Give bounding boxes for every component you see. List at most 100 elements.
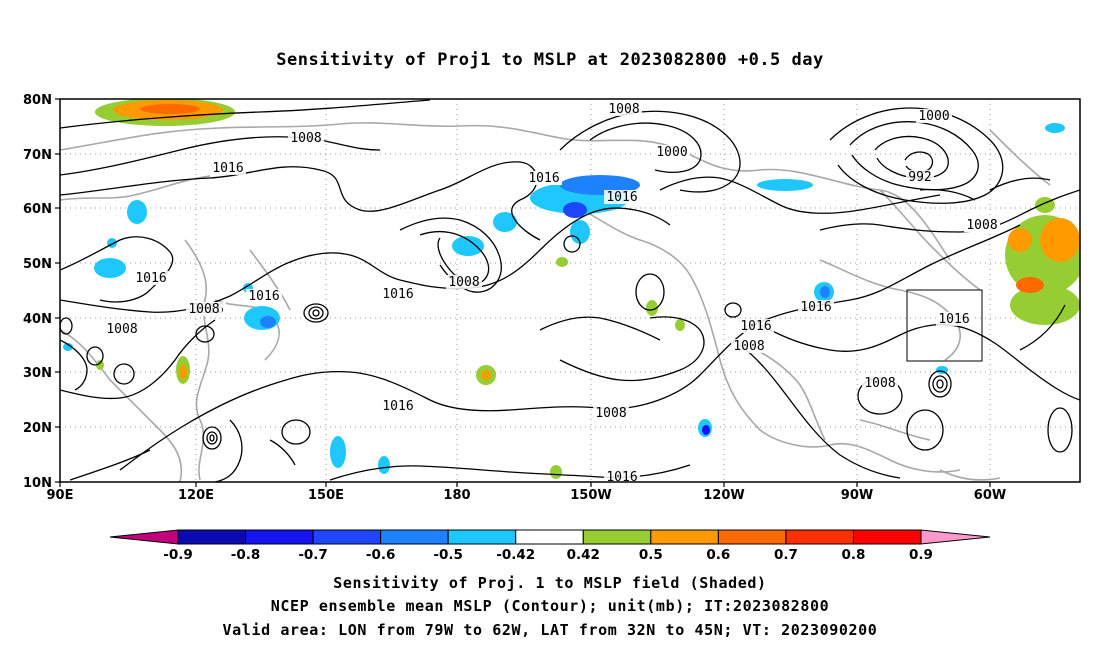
contour-label: 1016 bbox=[606, 190, 637, 205]
longitude-axis: 90E 120E 150E 180 150W 120W 90W 60W bbox=[47, 488, 1007, 503]
contour-label: 1000 bbox=[918, 109, 949, 124]
contour-label: 1016 bbox=[800, 300, 831, 315]
latitude-axis: 80N 70N 60N 50N 40N 30N 20N 10N bbox=[23, 93, 52, 491]
contour-label-bg bbox=[654, 145, 690, 159]
lat-tick-label: 30N bbox=[23, 366, 52, 381]
contour-label: 1016 bbox=[382, 287, 413, 302]
colorbar-box bbox=[717, 529, 787, 545]
lon-tick-label: 120E bbox=[178, 488, 214, 503]
colorbar-box bbox=[515, 529, 584, 545]
colorbar-label: -0.6 bbox=[366, 547, 396, 563]
colorbar-label: 0.8 bbox=[841, 547, 865, 563]
colorbar-label: -0.42 bbox=[496, 547, 535, 563]
contour-label-bg bbox=[604, 470, 640, 482]
contour-label: 1016 bbox=[528, 171, 559, 186]
colorbar-label: 0.9 bbox=[909, 547, 933, 563]
contour-label-bg bbox=[446, 275, 482, 289]
contour-label: 1008 bbox=[864, 376, 895, 391]
map-frame bbox=[59, 98, 1081, 483]
colorbar-box bbox=[177, 529, 247, 545]
lon-tick-label: 90W bbox=[841, 488, 873, 503]
coastlines bbox=[60, 122, 1051, 482]
contour-labels: 1008 1016 1016 1008 1016 1016 1016 1008 1008 1016… bbox=[104, 102, 1000, 485]
contour-label-bg bbox=[246, 289, 282, 303]
contour-label: 1016 bbox=[938, 312, 969, 327]
colorbar-label: -0.7 bbox=[298, 547, 328, 563]
contour-label: 1008 bbox=[595, 406, 626, 421]
contour-label: 1016 bbox=[382, 399, 413, 414]
contour-label-bg bbox=[210, 161, 246, 175]
contour-label-bg bbox=[738, 319, 774, 333]
contour-label: 1016 bbox=[212, 161, 243, 176]
contour-label: 1008 bbox=[448, 275, 479, 290]
colorbar-label: 0.6 bbox=[706, 547, 730, 563]
colorbar-max-arrow bbox=[920, 529, 991, 545]
contour-label-bg bbox=[288, 131, 324, 145]
contour-label-bg bbox=[606, 102, 642, 116]
contour-label: 1008 bbox=[966, 218, 997, 233]
contour-label-bg bbox=[380, 399, 416, 413]
contour-label-bg bbox=[964, 218, 1000, 232]
contour-label-bg bbox=[104, 322, 140, 336]
contour-label-bg bbox=[380, 287, 416, 301]
colorbar-box bbox=[785, 529, 854, 545]
colorbar-label: -0.5 bbox=[433, 547, 463, 563]
contour-label-bg bbox=[906, 170, 934, 184]
lat-tick-label: 20N bbox=[23, 421, 52, 436]
lon-tick-label: 120W bbox=[703, 488, 744, 503]
contour-label: 1016 bbox=[248, 289, 279, 304]
lat-tick-label: 70N bbox=[23, 148, 52, 163]
lon-tick-label: 90E bbox=[47, 488, 74, 503]
lat-tick-label: 40N bbox=[23, 312, 52, 327]
colorbar-box bbox=[380, 529, 449, 545]
caption-line-3: Valid area: LON from 79W to 62W, LAT fro… bbox=[222, 621, 878, 639]
contour-label-bg bbox=[798, 300, 834, 314]
colorbar-min-arrow bbox=[109, 529, 179, 545]
lon-tick-label: 150W bbox=[570, 488, 611, 503]
contour-label: 1008 bbox=[106, 322, 137, 337]
contour-label-bg bbox=[916, 109, 952, 123]
colorbar-box bbox=[245, 529, 314, 545]
colorbar-box bbox=[852, 529, 922, 545]
contour-label: 1016 bbox=[606, 470, 637, 485]
lat-tick-label: 50N bbox=[23, 257, 52, 272]
lon-tick-label: 60W bbox=[974, 488, 1006, 503]
colorbar-box bbox=[447, 529, 517, 545]
contour-label-bg bbox=[731, 339, 767, 353]
contour-label-bg bbox=[604, 190, 640, 204]
colorbar-label: 0.42 bbox=[567, 547, 600, 563]
contour-label: 1016 bbox=[740, 319, 771, 334]
colorbar-label: 0.7 bbox=[774, 547, 798, 563]
caption-line-1: Sensitivity of Proj. 1 to MSLP field (Sh… bbox=[333, 574, 767, 592]
contour-label: 992 bbox=[908, 170, 931, 185]
colorbar-box bbox=[650, 529, 719, 545]
colorbar-box bbox=[582, 529, 652, 545]
contour-label: 1008 bbox=[733, 339, 764, 354]
contour-label-bg bbox=[133, 271, 169, 285]
colorbar: -0.9 -0.8 -0.7 -0.6 -0.5 -0.42 0.42 0.5 0.6 0.7 0.… bbox=[109, 529, 991, 563]
contour-label: 1016 bbox=[135, 271, 166, 286]
valid-area-box bbox=[906, 289, 983, 362]
contour-label-bg bbox=[936, 312, 972, 326]
mslp-contours bbox=[60, 99, 1080, 482]
contour-label: 1008 bbox=[290, 131, 321, 146]
axis-ticks bbox=[55, 98, 991, 487]
contour-label: 1008 bbox=[608, 102, 639, 117]
lat-tick-label: 60N bbox=[23, 202, 52, 217]
caption-line-2: NCEP ensemble mean MSLP (Contour); unit(… bbox=[270, 597, 830, 615]
contour-label: 1008 bbox=[188, 302, 219, 317]
colorbar-box bbox=[312, 529, 382, 545]
contour-label-bg bbox=[593, 406, 629, 420]
lon-tick-label: 180 bbox=[443, 488, 470, 503]
colorbar-label: 0.5 bbox=[639, 547, 663, 563]
map-title: Sensitivity of Proj1 to MSLP at 20230828… bbox=[276, 50, 824, 70]
lat-tick-label: 80N bbox=[23, 93, 52, 108]
lat-tick-label: 10N bbox=[23, 476, 52, 491]
contour-label-bg bbox=[526, 171, 562, 185]
contour-label: 1000 bbox=[656, 145, 687, 160]
lon-tick-label: 150E bbox=[308, 488, 344, 503]
colorbar-label: -0.9 bbox=[163, 547, 193, 563]
contour-label-bg bbox=[186, 302, 222, 316]
contour-label-bg bbox=[862, 376, 898, 390]
